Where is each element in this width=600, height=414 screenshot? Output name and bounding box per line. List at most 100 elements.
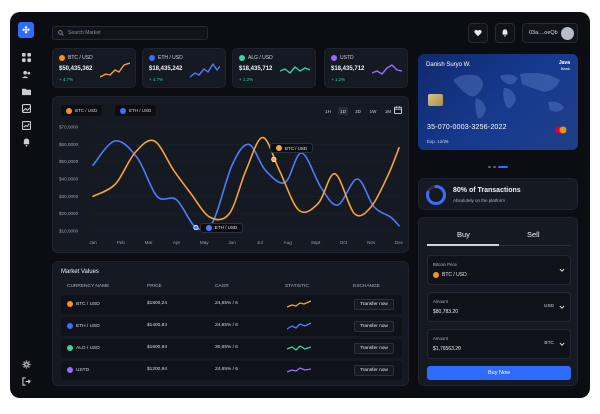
ticker-card[interactable]: BTC / USD $50,435,362 + 4.7% bbox=[52, 48, 136, 88]
app-window: ✣ Search Market bbox=[10, 12, 590, 398]
favorites-button[interactable] bbox=[468, 23, 488, 43]
notifications-button[interactable] bbox=[495, 23, 515, 43]
x-tick-label: Mar bbox=[145, 240, 153, 245]
search-input[interactable]: Search Market bbox=[52, 26, 208, 40]
series-line-btc[interactable] bbox=[92, 136, 400, 221]
credit-card[interactable]: Danish Suryo W. Java Bank 35-070-0003-32… bbox=[418, 54, 578, 150]
tab-sell[interactable]: Sell bbox=[527, 230, 540, 239]
image-icon[interactable] bbox=[21, 103, 31, 113]
amount-usd-currency[interactable]: USD bbox=[543, 304, 554, 309]
series-line-eth[interactable] bbox=[92, 140, 400, 232]
coin-icon bbox=[67, 367, 73, 373]
market-values-panel: Market Values CURRENCY NAME PRICE CAGR S… bbox=[52, 261, 409, 386]
amount-btc-currency[interactable]: BTC bbox=[544, 341, 554, 346]
ticker-card[interactable]: ETH / USD $18,435,242 + 4.7% bbox=[142, 48, 226, 88]
chart-icon[interactable] bbox=[21, 120, 31, 130]
ticker-price: $18,435,242 bbox=[149, 66, 183, 72]
chart-tooltip: BTC / USD bbox=[269, 143, 314, 154]
range-3d[interactable]: 3D bbox=[355, 108, 361, 114]
amount-btc-field[interactable]: Amount $1,76563.20 BTC bbox=[427, 329, 571, 359]
row-price: $1800,24 bbox=[147, 301, 168, 306]
row-currency: ALG / USD bbox=[67, 345, 100, 351]
card-chip bbox=[428, 94, 443, 106]
amount-btc-label: Amount bbox=[433, 336, 448, 341]
legend-eth-label: ETH / USD bbox=[129, 108, 152, 113]
amount-usd-value: $80,783.20 bbox=[433, 309, 459, 315]
card-carousel-dots[interactable] bbox=[488, 166, 508, 168]
coin-icon bbox=[67, 301, 73, 307]
folder-icon[interactable] bbox=[21, 86, 31, 96]
table-row: USTD $1200,94 24,65% / 6 Transfer now bbox=[61, 361, 402, 380]
bitcoin-price-select[interactable]: Bitcoin Price BTC / USD bbox=[427, 255, 571, 285]
chart-tooltip: ETH / USD bbox=[199, 222, 244, 233]
x-tick-label: Sept bbox=[311, 240, 321, 245]
amount-usd-field[interactable]: Amount $80,783.20 USD bbox=[427, 292, 571, 322]
x-tick-label: May bbox=[200, 240, 209, 245]
ticker-pair-label: ETH / USD bbox=[158, 55, 183, 61]
transfer-now-button[interactable]: Transfer now bbox=[354, 365, 394, 376]
legend-eth[interactable]: ETH / USD bbox=[115, 105, 157, 116]
x-tick-label: Apr bbox=[173, 240, 181, 245]
logout-icon[interactable] bbox=[21, 376, 31, 386]
y-tick-label: $40,0000 bbox=[59, 177, 79, 182]
grid-icon[interactable] bbox=[21, 52, 31, 62]
range-1w[interactable]: 1W bbox=[369, 108, 377, 114]
tooltip-label: BTC / USD bbox=[284, 145, 308, 151]
row-currency-label: ALG / USD bbox=[76, 345, 100, 351]
coin-icon bbox=[59, 55, 65, 61]
bitcoin-price-value: BTC / USD bbox=[433, 272, 467, 278]
ticker-sparkline bbox=[280, 66, 310, 74]
transactions-subtitle: Absolutely on the platform bbox=[453, 198, 506, 203]
chevron-down-icon[interactable] bbox=[559, 341, 565, 347]
ticker-pair: ETH / USD bbox=[149, 55, 183, 61]
user-wallet-address: 03a....oeQb bbox=[529, 30, 558, 36]
ticker-sparkline bbox=[190, 63, 220, 78]
x-tick-label: Jan bbox=[89, 240, 97, 245]
row-currency-label: USTD bbox=[76, 367, 90, 373]
ticker-pair: BTC / USD bbox=[59, 55, 93, 61]
tab-divider bbox=[427, 245, 571, 246]
chevron-down-icon bbox=[559, 268, 565, 272]
search-placeholder: Search Market bbox=[68, 30, 101, 36]
calendar-icon[interactable] bbox=[394, 106, 402, 114]
tab-active-indicator bbox=[427, 244, 499, 246]
y-tick-label: $30,0000 bbox=[59, 194, 79, 199]
mastercard-icon bbox=[555, 126, 567, 134]
ticker-card[interactable]: ALG / USD $18,435,712 + 1.2% bbox=[232, 48, 316, 88]
ticker-card[interactable]: USTD $18,435,712 + 1.2% bbox=[324, 48, 408, 88]
heart-icon bbox=[474, 29, 482, 37]
trade-panel: Buy Sell Bitcoin Price BTC / USD Amount … bbox=[418, 217, 578, 386]
data-point-marker[interactable] bbox=[193, 224, 199, 231]
row-sparkline bbox=[287, 345, 311, 351]
ticker-pair: USTD bbox=[331, 55, 354, 61]
transfer-now-button[interactable]: Transfer now bbox=[354, 343, 394, 354]
users-icon[interactable] bbox=[21, 69, 31, 79]
search-icon bbox=[58, 30, 64, 36]
transfer-now-button[interactable]: Transfer now bbox=[354, 299, 394, 310]
legend-btc[interactable]: BTC / USD bbox=[61, 105, 103, 116]
data-point-marker[interactable] bbox=[271, 156, 277, 162]
user-account-button[interactable]: 03a....oeQb bbox=[522, 23, 578, 43]
range-1d[interactable]: 1D bbox=[338, 107, 348, 115]
ticker-change: + 4.7% bbox=[149, 77, 164, 82]
col-cagr: CAGR bbox=[215, 284, 229, 289]
coin-icon bbox=[149, 55, 155, 61]
btc-coin-icon bbox=[66, 107, 72, 114]
table-row: ALG / USD $1600,94 30,65% / 6 Transfer now bbox=[61, 339, 402, 358]
coin-icon bbox=[331, 55, 337, 61]
ticker-pair-label: USTD bbox=[340, 55, 354, 61]
x-tick-label: Oct bbox=[340, 240, 348, 245]
chevron-down-icon[interactable] bbox=[559, 304, 565, 310]
avatar bbox=[561, 27, 574, 40]
transfer-now-button[interactable]: Transfer now bbox=[354, 321, 394, 332]
coin-icon bbox=[275, 145, 282, 152]
bell-icon[interactable] bbox=[21, 137, 31, 147]
row-cagr: 24,65% / 6 bbox=[215, 323, 238, 328]
buy-now-button[interactable]: Buy Now bbox=[427, 366, 571, 380]
range-1m[interactable]: 1M bbox=[384, 108, 392, 114]
range-1h[interactable]: 1H bbox=[325, 108, 331, 114]
app-logo[interactable]: ✣ bbox=[18, 22, 34, 38]
row-sparkline bbox=[287, 367, 311, 373]
settings-icon[interactable] bbox=[21, 359, 31, 369]
tab-buy[interactable]: Buy bbox=[457, 230, 470, 239]
